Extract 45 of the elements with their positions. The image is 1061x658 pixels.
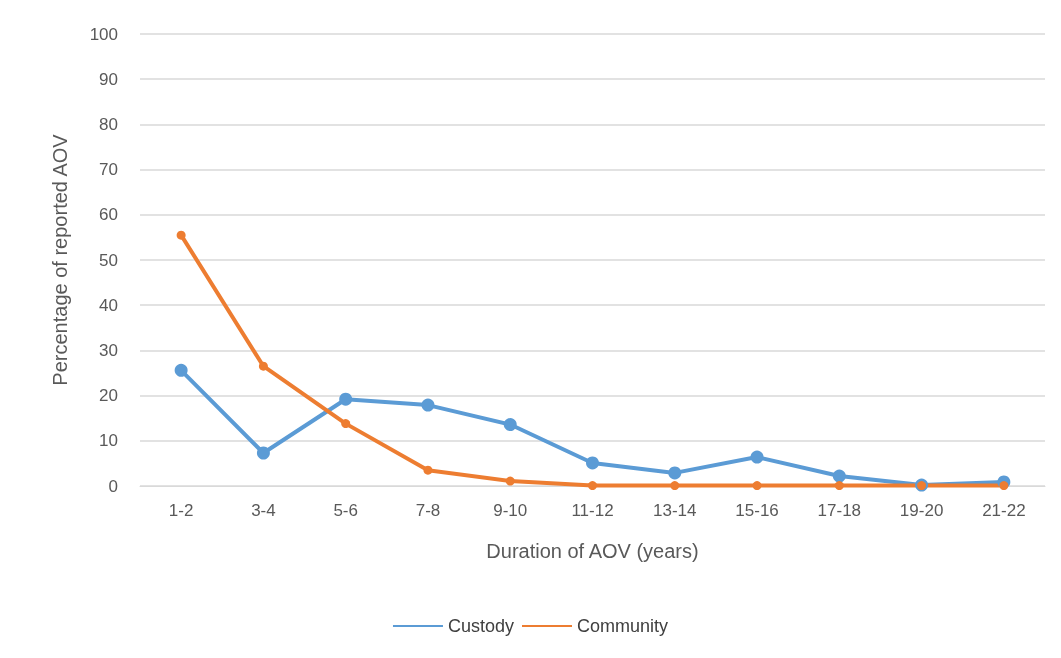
point	[258, 361, 268, 371]
point	[832, 469, 846, 483]
point	[339, 392, 353, 406]
y-tick-label: 100	[89, 24, 118, 44]
legend-label: Community	[577, 616, 669, 636]
point	[176, 230, 186, 240]
y-tick-label: 80	[99, 114, 118, 134]
point	[670, 481, 680, 491]
y-tick-label: 10	[99, 431, 118, 451]
point	[752, 481, 762, 491]
point	[423, 465, 433, 475]
x-tick-label: 13-14	[653, 501, 697, 520]
point	[421, 398, 435, 412]
y-tick-label: 0	[108, 476, 118, 496]
x-tick-label: 9-10	[493, 501, 528, 520]
x-tick-label: 17-18	[817, 501, 862, 520]
point	[668, 466, 682, 480]
point	[588, 481, 597, 491]
point	[999, 481, 1009, 491]
x-tick-label: 19-20	[899, 501, 944, 520]
y-tick-label: 40	[99, 295, 118, 315]
point	[256, 446, 270, 460]
point	[505, 476, 515, 486]
y-tick-label: 20	[99, 386, 118, 406]
x-axis-title: Duration of AOV (years)	[486, 540, 699, 562]
y-tick-label: 30	[99, 340, 118, 360]
point	[341, 419, 351, 429]
x-tick-label: 3-4	[251, 501, 276, 520]
point	[834, 481, 844, 491]
x-tick-label: 21-22	[982, 501, 1026, 520]
y-tick-label: 70	[99, 160, 118, 180]
point	[174, 363, 188, 377]
y-tick-label: 60	[99, 205, 118, 225]
x-tick-label: 15-16	[735, 501, 779, 520]
y-tick-label: 50	[99, 250, 118, 270]
x-tick-label: 11-12	[571, 501, 614, 520]
x-tick-label: 7-8	[415, 501, 441, 520]
y-tick-label: 90	[99, 69, 118, 89]
y-axis-title: Percentage of reported AOV	[49, 133, 71, 386]
legend-label: Custody	[447, 616, 515, 636]
x-tick-label: 5-6	[333, 501, 358, 520]
x-tick-label: 1-2	[168, 501, 194, 520]
point	[503, 418, 517, 432]
point	[586, 456, 599, 470]
point	[750, 450, 764, 464]
